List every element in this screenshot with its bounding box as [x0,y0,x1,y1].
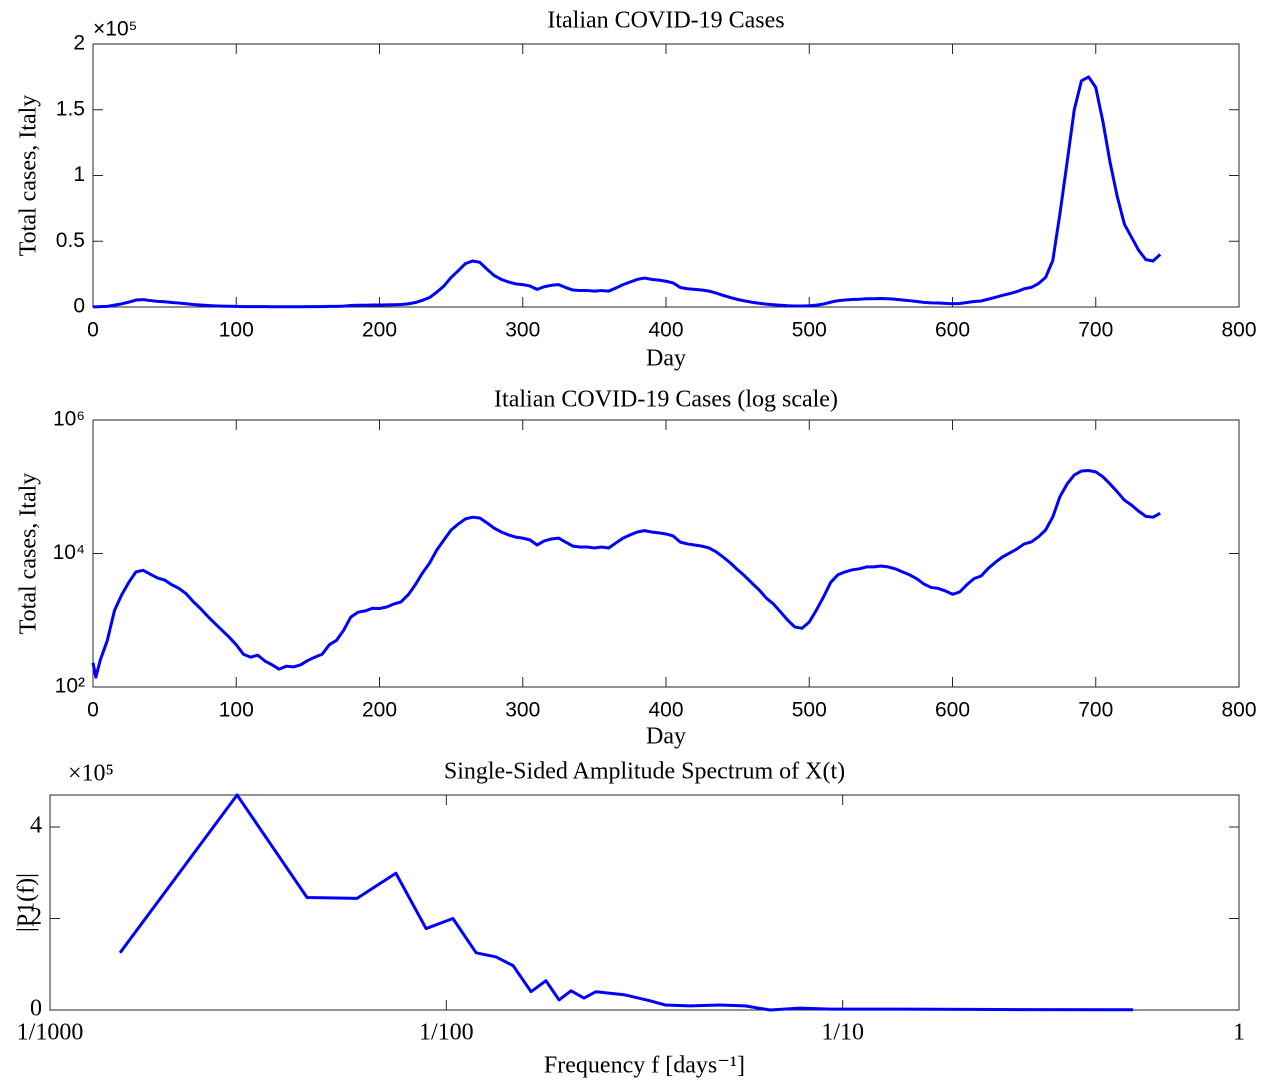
y-multiplier: ×10⁵ [93,18,137,41]
x-tick-label: 200 [362,699,397,722]
axes-frame [92,419,1240,688]
x-tick-label: 500 [792,699,827,722]
x-tick-label: 800 [1221,699,1256,722]
axes-frame [92,43,1240,308]
x-tick-label: 1/100 [419,1020,474,1046]
x-tick-label: 400 [648,699,683,722]
x-axis-label: Day [646,724,686,750]
y-axis-label: |P1(f)| [14,873,40,932]
chart-title: Italian COVID-19 Cases [547,8,784,34]
y-tick-label: 0 [30,996,42,1022]
x-tick-label: 700 [1078,699,1113,722]
x-tick-label: 300 [505,699,540,722]
data-line [91,469,1161,679]
y-tick-label: 2 [73,32,85,55]
x-tick-label: 0 [87,699,99,722]
x-tick-label: 1/10 [821,1020,864,1046]
x-tick-label: 200 [362,319,397,342]
x-axis-label: Frequency f [days⁻¹] [544,1053,745,1079]
axes-frame [49,794,1240,1011]
y-tick-label: 10² [55,675,85,698]
x-tick-label: 0 [87,319,99,342]
x-tick-label: 1/1000 [17,1020,84,1046]
x-tick-label: 800 [1221,319,1256,342]
x-axis-label: Day [646,346,686,372]
x-tick-label: 700 [1078,319,1113,342]
y-tick-label: 10⁶ [53,408,85,431]
x-tick-label: 600 [935,699,970,722]
data-line [92,75,1162,309]
x-tick-label: 400 [648,319,683,342]
y-tick-label: 0.5 [56,229,85,252]
y-tick-label: 4 [30,813,42,839]
chart-title: Italian COVID-19 Cases (log scale) [494,387,838,413]
y-tick-label: 0 [73,295,85,318]
x-tick-label: 100 [219,319,254,342]
chart-title: Single-Sided Amplitude Spectrum of X(t) [444,759,845,785]
x-tick-label: 300 [505,319,540,342]
x-tick-label: 500 [792,319,827,342]
y-tick-label: 1.5 [56,97,85,120]
y-axis-label: Total cases, Italy [16,95,42,257]
x-tick-label: 1 [1233,1020,1245,1046]
y-tick-label: 2 [30,904,42,930]
x-tick-label: 100 [219,699,254,722]
x-tick-label: 600 [935,319,970,342]
y-tick-label: 1 [73,163,85,186]
y-axis-label: Total cases, Italy [16,473,42,635]
data-line [118,793,1134,1012]
y-tick-label: 10⁴ [53,541,85,564]
y-multiplier: ×10⁵ [68,761,114,787]
